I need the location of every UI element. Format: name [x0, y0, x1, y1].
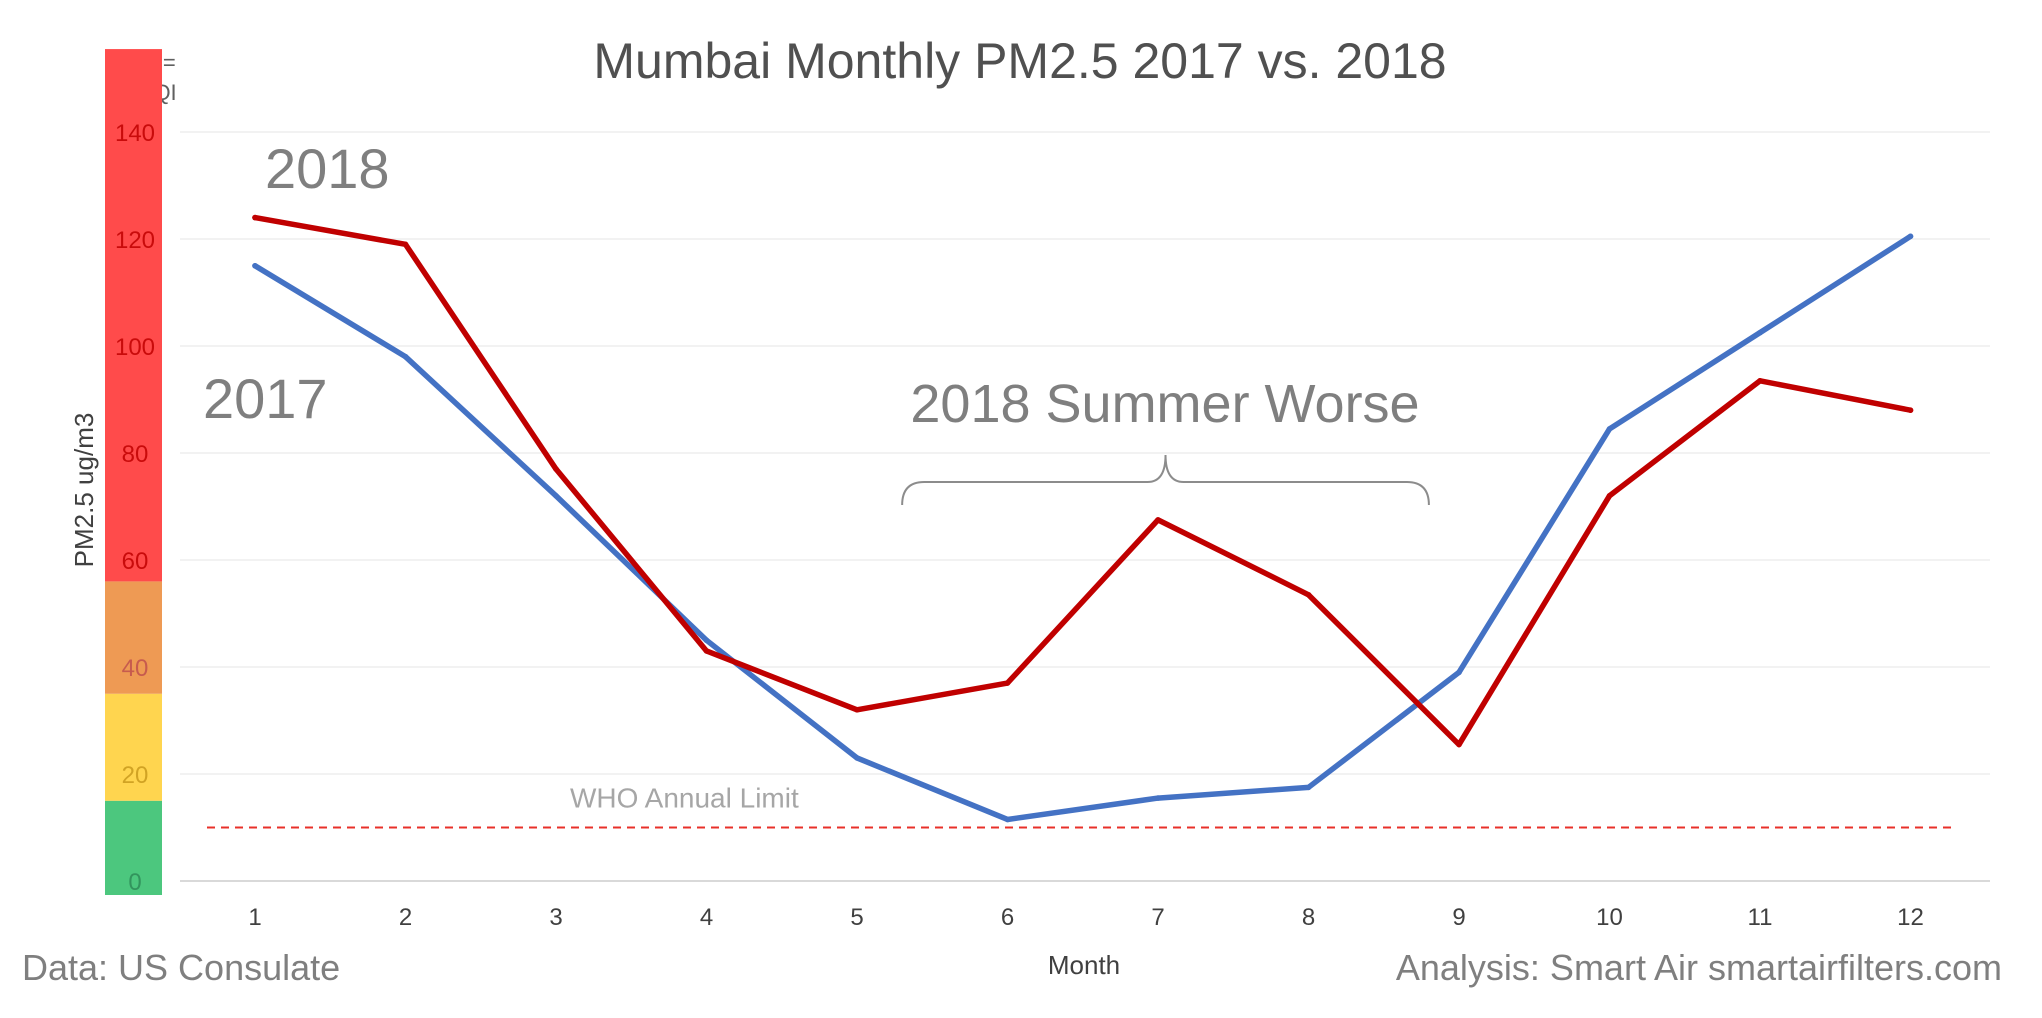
y-tick-label-40: 40: [122, 655, 149, 682]
y-axis-label: PM2.5 ug/m3: [69, 413, 99, 568]
series-label-2018: 2018: [265, 137, 390, 200]
data-point-2018-8: [1305, 591, 1312, 598]
data-point-2018-10: [1606, 493, 1613, 499]
who-limit-label: WHO Annual Limit: [570, 783, 799, 814]
x-tick-label-7: 7: [1151, 904, 1164, 931]
data-point-2017-1: [252, 262, 258, 269]
data-point-2018-12: [1907, 407, 1914, 414]
footer-credit: Analysis: Smart Air smartairfilters.com: [1396, 947, 2002, 988]
x-tick-label-2: 2: [399, 904, 412, 931]
data-point-2018-5: [854, 707, 860, 713]
aqi-color-bar: [105, 49, 162, 895]
x-tick-label-3: 3: [549, 904, 562, 931]
annotation-brace: [901, 454, 1430, 506]
data-point-2017-9: [1456, 669, 1462, 676]
aqi-band-1: [105, 693, 162, 801]
x-tick-label-11: 11: [1748, 904, 1773, 931]
y-tick-label-60: 60: [122, 548, 149, 575]
data-point-2018-7: [1155, 517, 1161, 523]
gridlines: [180, 131, 1990, 882]
data-point-2017-2: [402, 353, 409, 360]
x-tick-label-5: 5: [850, 904, 863, 931]
x-tick-label-4: 4: [700, 904, 713, 931]
annotation-text: 2018 Summer Worse: [910, 374, 1419, 434]
data-point-2017-5: [854, 755, 860, 761]
data-point-2017-3: [553, 493, 559, 499]
x-axis-ticks: 1 2 3 4 5 6 7 8 9 10 11 12: [248, 904, 1924, 931]
data-point-2018-1: [252, 214, 258, 221]
x-tick-label-9: 9: [1452, 904, 1465, 931]
chart-title: Mumbai Monthly PM2.5 2017 vs. 2018: [593, 33, 1446, 89]
y-tick-label-120: 120: [115, 227, 155, 254]
y-tick-label-80: 80: [122, 441, 149, 468]
aqi-band-0: [105, 800, 162, 895]
data-point-2017-4: [703, 637, 710, 644]
data-point-2018-6: [1004, 680, 1011, 686]
data-point-2018-4: [703, 648, 710, 654]
series-line-2017: [252, 233, 1914, 823]
data-point-2017-6: [1004, 816, 1011, 823]
y-tick-label-0: 0: [128, 869, 141, 896]
aqi-band-2: [105, 581, 162, 694]
series-layer: [252, 214, 1914, 823]
x-tick-label-10: 10: [1596, 904, 1623, 931]
data-point-2017-10: [1606, 426, 1613, 432]
x-tick-label-6: 6: [1001, 904, 1014, 931]
x-tick-label-1: 1: [248, 904, 261, 931]
y-tick-label-20: 20: [122, 762, 149, 789]
x-axis-label: Month: [1048, 950, 1120, 980]
aqi-band-3: [105, 49, 162, 582]
data-point-2018-2: [402, 241, 409, 248]
y-tick-label-140: 140: [115, 120, 155, 147]
x-tick-label-8: 8: [1302, 904, 1315, 931]
data-point-2017-12: [1907, 233, 1914, 240]
data-point-2018-11: [1757, 377, 1763, 384]
x-tick-label-12: 12: [1897, 904, 1924, 931]
data-point-2017-7: [1155, 795, 1161, 801]
data-point-2017-8: [1305, 784, 1312, 791]
data-point-2018-3: [553, 466, 559, 472]
y-axis-ticks: 0 20 40 60 80 100 120 140: [115, 120, 155, 896]
footer-source: Data: US Consulate: [22, 947, 340, 988]
y-tick-label-100: 100: [115, 334, 155, 361]
series-label-2017: 2017: [203, 367, 328, 430]
series-line-2018: [252, 214, 1914, 748]
data-point-2018-9: [1456, 741, 1462, 748]
data-point-2017-11: [1757, 329, 1763, 336]
